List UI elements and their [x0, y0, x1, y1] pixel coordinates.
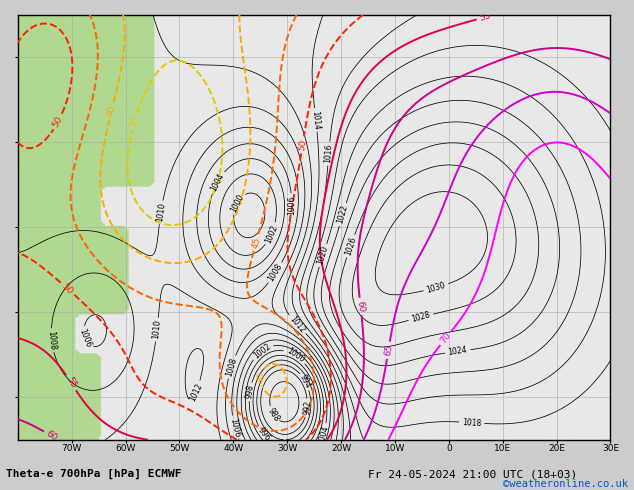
- Text: 35: 35: [129, 115, 140, 128]
- Text: 1018: 1018: [462, 417, 482, 428]
- Text: 1024: 1024: [448, 345, 468, 357]
- Text: 1026: 1026: [344, 236, 358, 257]
- Text: 40: 40: [106, 104, 117, 118]
- Text: 1010: 1010: [155, 202, 167, 222]
- Text: 50: 50: [51, 115, 65, 129]
- Text: 1012: 1012: [288, 314, 307, 335]
- Text: 60: 60: [44, 429, 59, 443]
- Text: 1006: 1006: [77, 327, 93, 348]
- Text: 996: 996: [256, 425, 271, 442]
- Text: ©weatheronline.co.uk: ©weatheronline.co.uk: [503, 479, 628, 489]
- Text: 65: 65: [383, 344, 394, 357]
- Text: 1028: 1028: [410, 310, 431, 324]
- Text: 1000: 1000: [285, 346, 306, 365]
- Text: 998: 998: [245, 384, 256, 399]
- Text: 70: 70: [439, 331, 453, 345]
- Text: 1016: 1016: [323, 144, 334, 164]
- Text: 1008: 1008: [46, 330, 57, 350]
- Text: 1008: 1008: [224, 356, 238, 377]
- Text: 994: 994: [298, 373, 313, 390]
- Text: 1006: 1006: [287, 196, 296, 215]
- Text: 1006: 1006: [228, 417, 242, 438]
- Text: 1004: 1004: [209, 172, 226, 193]
- Text: Theta-e 700hPa [hPa] ECMWF: Theta-e 700hPa [hPa] ECMWF: [6, 469, 182, 479]
- Text: 1030: 1030: [425, 280, 446, 294]
- Text: 992: 992: [302, 400, 313, 416]
- Text: 55: 55: [479, 11, 493, 23]
- Text: 45: 45: [250, 236, 262, 249]
- Text: 1020: 1020: [316, 245, 330, 266]
- Text: 55: 55: [64, 376, 78, 390]
- Text: 1004: 1004: [316, 424, 330, 445]
- Text: 1002: 1002: [264, 223, 280, 245]
- Text: 988: 988: [266, 406, 281, 423]
- Text: 1008: 1008: [266, 262, 284, 283]
- Text: 50: 50: [60, 281, 75, 296]
- Text: 40: 40: [256, 371, 266, 384]
- Text: 1000: 1000: [229, 193, 245, 214]
- Text: Fr 24-05-2024 21:00 UTC (18+03): Fr 24-05-2024 21:00 UTC (18+03): [368, 469, 577, 479]
- Text: 1022: 1022: [336, 204, 350, 225]
- Text: 1002: 1002: [252, 342, 273, 360]
- Text: 1014: 1014: [311, 110, 321, 130]
- Text: 1012: 1012: [188, 381, 205, 402]
- Text: 50: 50: [297, 138, 308, 151]
- Text: 60: 60: [356, 300, 366, 313]
- Text: 1010: 1010: [152, 319, 162, 340]
